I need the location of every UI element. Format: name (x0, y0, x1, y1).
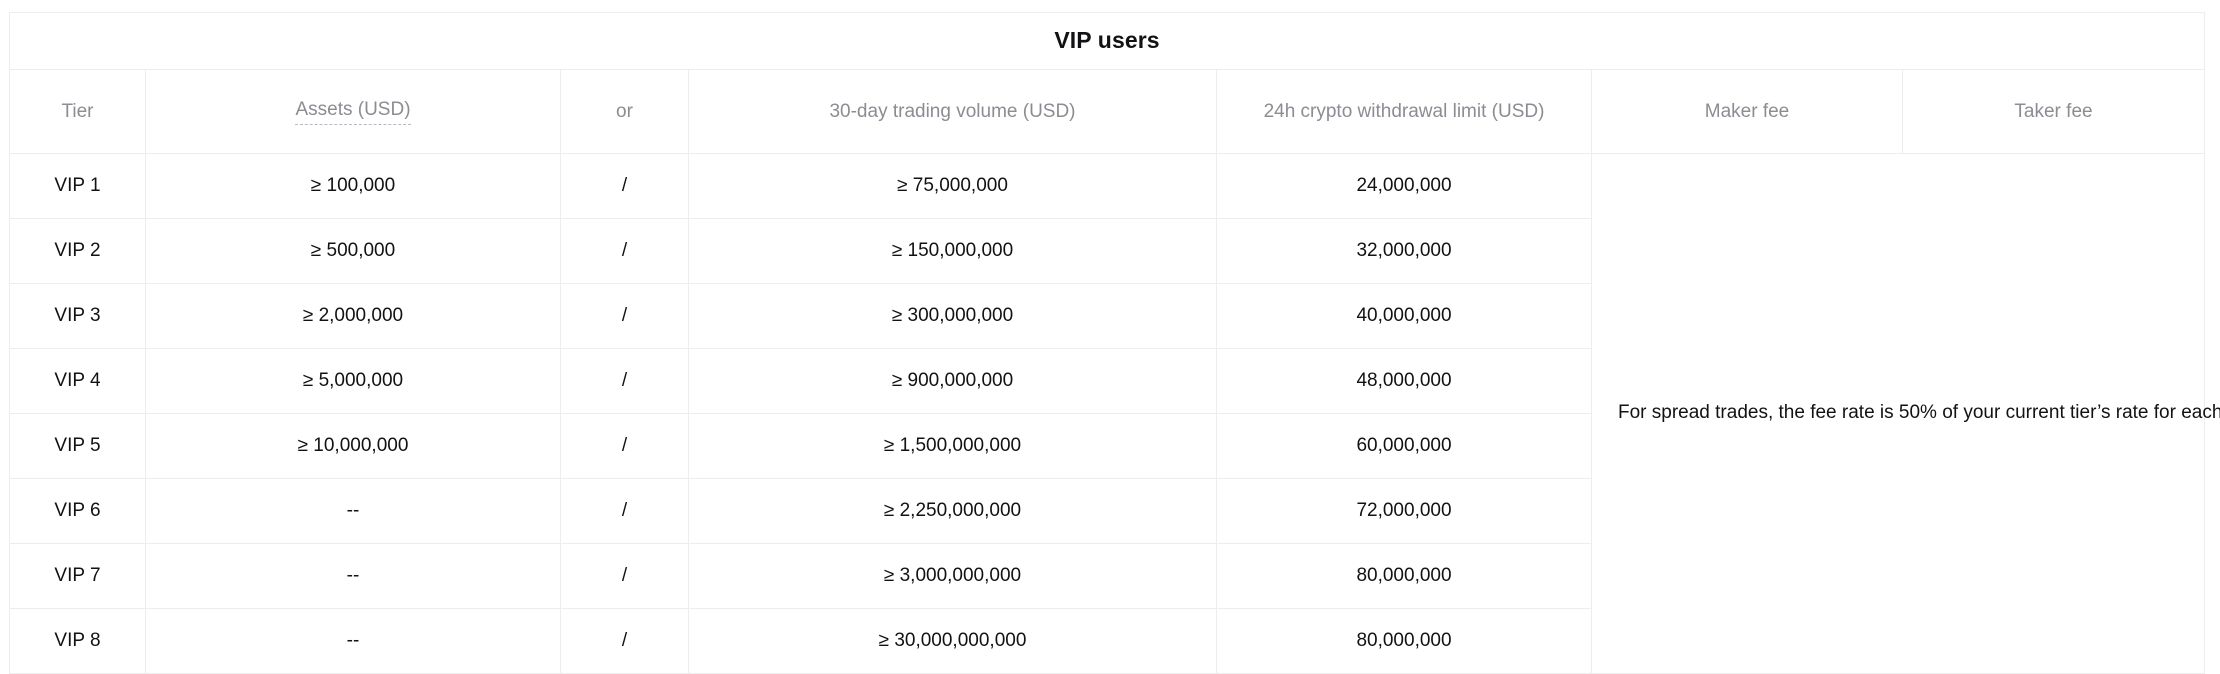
cell-withdrawal-limit: 80,000,000 (1216, 543, 1592, 609)
cell-or-separator: / (560, 348, 689, 414)
cell-trading-volume: ≥ 300,000,000 (688, 283, 1217, 349)
cell-trading-volume: ≥ 75,000,000 (688, 153, 1217, 219)
cell-or-separator: / (560, 478, 689, 544)
cell-or-separator: / (560, 543, 689, 609)
cell-or-separator: / (560, 153, 689, 219)
cell-assets: ≥ 10,000,000 (145, 413, 561, 479)
vip-fee-table-container: VIP users Tier Assets (USD) or 30-day tr… (8, 12, 2220, 674)
column-header-taker-fee: Taker fee (1901, 69, 2206, 154)
cell-or-separator: / (560, 218, 689, 284)
cell-tier: VIP 4 (9, 348, 146, 414)
column-header-tier: Tier (9, 69, 146, 154)
cell-assets: -- (145, 478, 561, 544)
column-header-or: or (560, 69, 689, 154)
column-header-assets: Assets (USD) (145, 69, 561, 154)
cell-assets: -- (145, 543, 561, 609)
column-header-withdrawal-limit: 24h crypto withdrawal limit (USD) (1216, 69, 1592, 154)
cell-assets: ≥ 100,000 (145, 153, 561, 219)
cell-assets: ≥ 2,000,000 (145, 283, 561, 349)
cell-assets: ≥ 500,000 (145, 218, 561, 284)
spread-trade-fee-note-cell: For spread trades, the fee rate is 50% o… (1590, 153, 2220, 674)
cell-assets: -- (145, 608, 561, 674)
cell-withdrawal-limit: 72,000,000 (1216, 478, 1592, 544)
column-header-maker-fee: Maker fee (1591, 69, 1903, 154)
cell-withdrawal-limit: 60,000,000 (1216, 413, 1592, 479)
table-row: VIP 2 ≥ 500,000/≥ 150,000,000 32,000,000 (9, 218, 2205, 284)
spread-trade-fee-note: For spread trades, the fee rate is 50% o… (1618, 402, 2220, 424)
column-header-volume: 30-day trading volume (USD) (688, 69, 1217, 154)
cell-withdrawal-limit: 32,000,000 (1216, 218, 1592, 284)
cell-trading-volume: ≥ 1,500,000,000 (688, 413, 1217, 479)
table-row: VIP 5 ≥ 10,000,000/≥ 1,500,000,000 60,000,… (9, 413, 2205, 479)
table-title-cell: VIP users (8, 12, 2206, 70)
cell-trading-volume: ≥ 900,000,000 (688, 348, 1217, 414)
cell-withdrawal-limit: 24,000,000 (1216, 153, 1592, 219)
cell-or-separator: / (560, 283, 689, 349)
cell-tier: VIP 1 (9, 153, 146, 219)
cell-tier: VIP 5 (9, 413, 146, 479)
cell-tier: VIP 3 (9, 283, 146, 349)
cell-trading-volume: ≥ 150,000,000 (688, 218, 1217, 284)
cell-tier: VIP 2 (9, 218, 146, 284)
table-title-row: VIP users (8, 12, 2206, 70)
cell-tier: VIP 8 (9, 608, 146, 674)
table-row: VIP 8 -- / ≥ 30,000,000,000 80,000,000 (9, 608, 2205, 674)
page-title: VIP users (1054, 27, 1160, 53)
table-header-row: Tier Assets (USD) or 30-day trading volu… (9, 69, 2206, 154)
cell-trading-volume: ≥ 30,000,000,000 (688, 608, 1217, 674)
cell-tier: VIP 6 (9, 478, 146, 544)
table-row: VIP 3 ≥ 2,000,000/≥ 300,000,000 40,000,000 (9, 283, 2205, 349)
cell-assets: ≥ 5,000,000 (145, 348, 561, 414)
cell-trading-volume: ≥ 3,000,000,000 (688, 543, 1217, 609)
cell-or-separator: / (560, 608, 689, 674)
cell-withdrawal-limit: 48,000,000 (1216, 348, 1592, 414)
table-row: VIP 4 ≥ 5,000,000/≥ 900,000,000 48,000,000 (9, 348, 2205, 414)
cell-or-separator: / (560, 413, 689, 479)
table-body: VIP 1 ≥ 100,000/≥ 75,000,000 24,000,000 For… (9, 153, 2220, 674)
table-row: VIP 1 ≥ 100,000/≥ 75,000,000 24,000,000 For… (9, 153, 2220, 674)
cell-tier: VIP 7 (9, 543, 146, 609)
cell-withdrawal-limit: 40,000,000 (1216, 283, 1592, 349)
assets-tooltip-label[interactable]: Assets (USD) (295, 99, 411, 125)
table-row: VIP 6 -- / ≥ 2,250,000,000 72,000,000 (9, 478, 2205, 544)
cell-withdrawal-limit: 80,000,000 (1216, 608, 1592, 674)
vip-fee-table: VIP users Tier Assets (USD) or 30-day tr… (8, 12, 2220, 674)
cell-trading-volume: ≥ 2,250,000,000 (688, 478, 1217, 544)
